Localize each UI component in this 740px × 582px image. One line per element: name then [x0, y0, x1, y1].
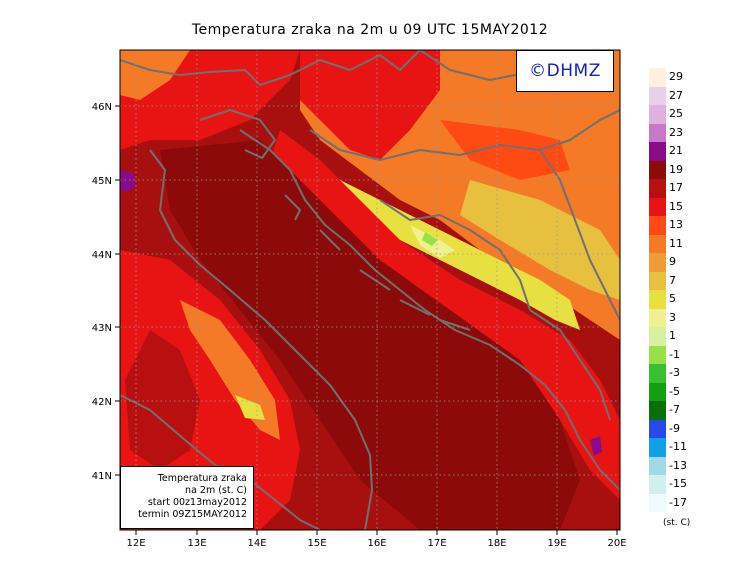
- border-balkans: [309, 109, 620, 161]
- info-line-variable: Temperatura zraka: [157, 473, 247, 484]
- legend-swatch: [649, 456, 666, 475]
- legend-label: 5: [669, 292, 676, 305]
- legend-label: 29: [669, 70, 683, 83]
- legend-swatch: [649, 197, 666, 216]
- border-bosnia: [379, 199, 531, 311]
- legend-label: 19: [669, 162, 683, 176]
- legend-label: 1: [669, 329, 676, 342]
- legend-swatch: [649, 68, 666, 87]
- lon-tick-label: 19E: [547, 538, 566, 549]
- legend-label: 11: [669, 236, 683, 250]
- legend-label: 21: [669, 144, 683, 157]
- lon-tick-label: 20E: [607, 538, 626, 549]
- legend-swatch: [649, 123, 666, 142]
- info-line-start: start 00z13may2012: [147, 497, 247, 508]
- border-montenegro: [529, 309, 611, 421]
- lat-tick-label: 42N: [92, 397, 112, 408]
- legend-swatch: [649, 419, 666, 438]
- field-purple-west: [120, 170, 136, 192]
- lat-tick-label: 41N: [92, 471, 112, 482]
- legend-label: 23: [669, 125, 683, 139]
- lon-tick-label: 15E: [307, 538, 326, 549]
- map-title: Temperatura zraka na 2m u 09 UTC 15MAY20…: [191, 22, 549, 38]
- legend-label: -9: [669, 421, 680, 435]
- legend-swatch: [649, 142, 666, 161]
- legend-label: -3: [669, 366, 680, 379]
- lon-tick-label: 17E: [427, 538, 446, 549]
- coastline-istria: [199, 109, 276, 159]
- field-dinaric-orange: [460, 180, 620, 300]
- legend-swatch: [649, 438, 666, 457]
- legend-swatch: [649, 105, 666, 124]
- info-line-valid: termin 09Z15MAY2012: [138, 509, 247, 520]
- lon-tick-label: 16E: [367, 538, 386, 549]
- legend-label: -1: [669, 347, 680, 361]
- legend-swatch: [649, 253, 666, 272]
- lon-tick-label: 13E: [187, 538, 206, 549]
- legend-swatch: [649, 493, 666, 512]
- field-adriatic: [160, 140, 580, 530]
- legend-swatch: [649, 475, 666, 494]
- legend-swatch: [649, 290, 666, 309]
- lat-tick-label: 43N: [92, 323, 112, 334]
- legend-label: -13: [669, 458, 687, 472]
- legend-swatch: [649, 327, 666, 346]
- lon-tick-label: 18E: [487, 538, 506, 549]
- legend-swatch: [649, 345, 666, 364]
- plot-frame: [119, 49, 621, 531]
- legend-swatch: [649, 401, 666, 420]
- legend-swatch: [649, 86, 666, 105]
- lon-tick-label: 14E: [247, 538, 266, 549]
- lat-tick-label: 46N: [92, 102, 112, 113]
- legend-units: (st. C): [663, 518, 691, 528]
- legend-label: -5: [669, 384, 680, 398]
- info-line-level: na 2m (st. C): [185, 485, 247, 496]
- legend-swatch: [649, 364, 666, 383]
- lat-tick-label: 45N: [92, 176, 112, 187]
- legend-label: 3: [669, 310, 676, 324]
- field-north-red: [300, 50, 440, 160]
- legend-label: 25: [669, 107, 683, 120]
- legend-label: 17: [669, 181, 683, 194]
- field-north-red2: [440, 120, 570, 180]
- border-north: [120, 50, 421, 86]
- legend-swatch: [649, 308, 666, 327]
- legend-label: -15: [669, 477, 687, 490]
- legend-label: -17: [669, 495, 687, 509]
- legend-label: 7: [669, 273, 676, 287]
- legend-label: 15: [669, 199, 683, 213]
- forecast-info-box: Temperatura zraka na 2m (st. C) start 00…: [120, 466, 254, 529]
- lon-tick-label: 12E: [126, 538, 145, 549]
- field-italy-dark: [125, 330, 200, 470]
- coastline-croatia: [239, 129, 620, 491]
- field-north-italy-orange: [120, 50, 190, 100]
- legend-label: 9: [669, 255, 676, 268]
- coastline-islands: [284, 194, 471, 331]
- color-legend: 29 27 25 23 21 19 17 15 13 11 9 7 5 3 1 -1 -3 -5 -7 -9 -11 -1…: [649, 68, 739, 512]
- legend-swatch: [649, 271, 666, 290]
- dhmz-logo: ©DHMZ: [516, 50, 614, 92]
- legend-label: -7: [669, 403, 680, 416]
- legend-label: -11: [669, 440, 687, 453]
- legend-swatch: [649, 160, 666, 179]
- coastline-italy-adriatic: [149, 149, 373, 530]
- legend-label: 27: [669, 88, 683, 102]
- border-serbia: [539, 149, 620, 321]
- legend-swatch: [649, 179, 666, 198]
- field-dinaric-yellow: [330, 175, 580, 330]
- lat-tick-label: 44N: [92, 250, 112, 261]
- legend-swatch: [649, 234, 666, 253]
- legend-swatch: [649, 382, 666, 401]
- field-purple-east: [590, 436, 602, 456]
- legend-label: 13: [669, 218, 683, 231]
- field-dinaric-green: [422, 232, 438, 246]
- legend-swatch: [649, 216, 666, 235]
